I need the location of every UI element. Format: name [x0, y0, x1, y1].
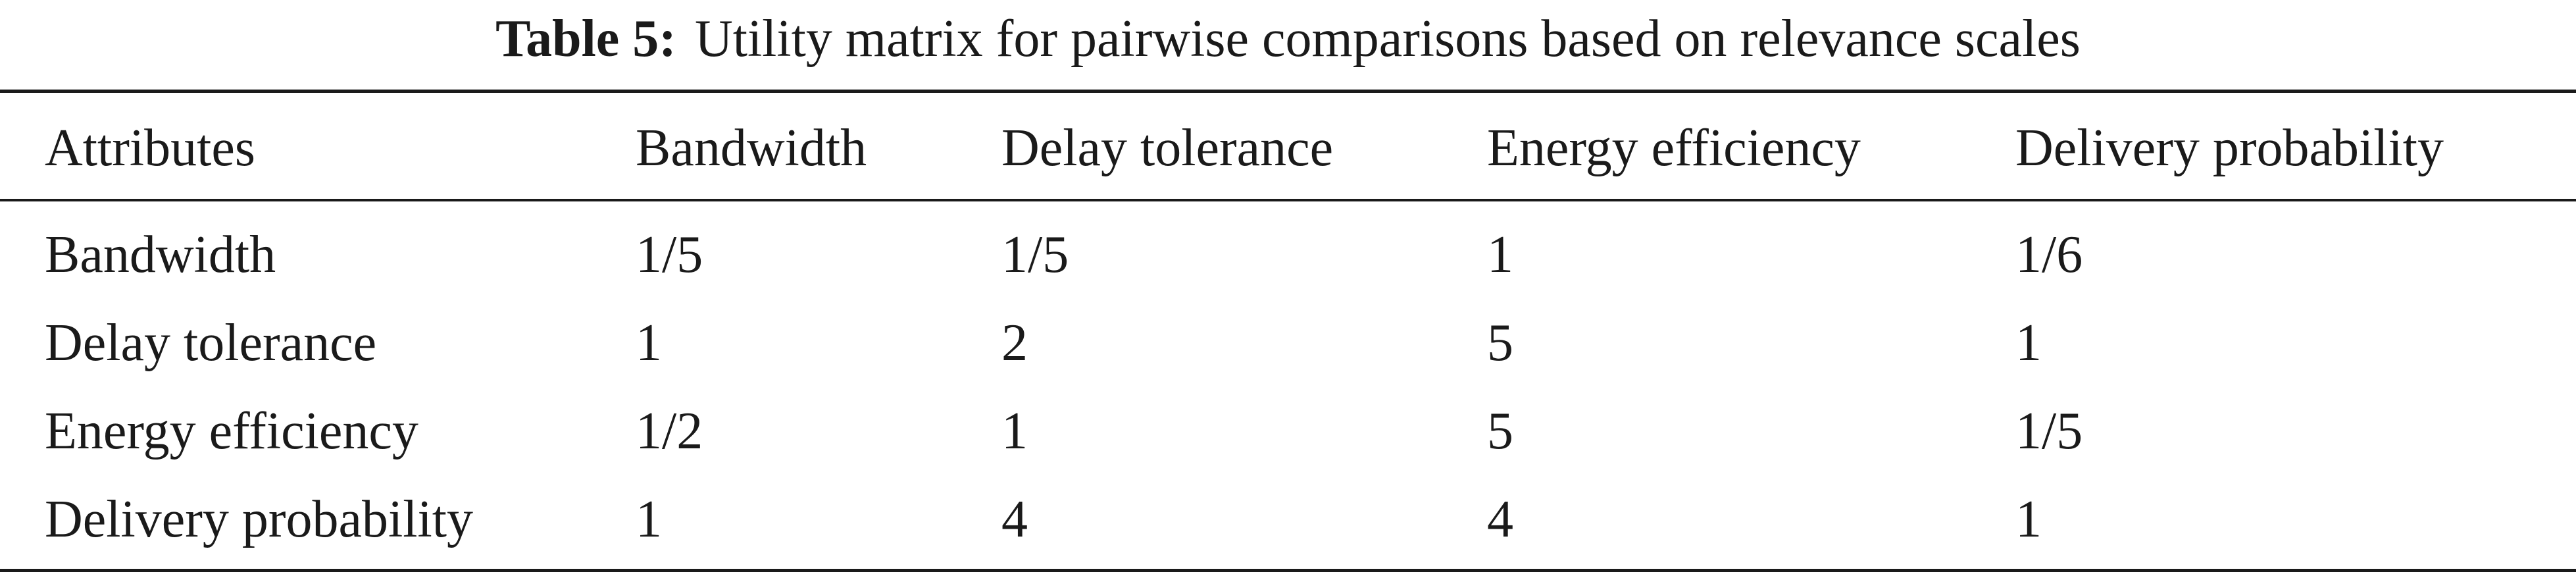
- table-cell: 1: [636, 490, 662, 548]
- table-cell: 1: [1487, 225, 1513, 284]
- table-caption: Table 5: Utility matrix for pairwise com…: [0, 0, 2576, 78]
- caption-label: Table 5:: [495, 9, 676, 68]
- header-cell-bandwidth: Bandwidth: [636, 119, 867, 177]
- header-cell-delay-tolerance: Delay tolerance: [1001, 119, 1334, 177]
- table-cell: 1: [2015, 313, 2042, 372]
- row-label: Delay tolerance: [45, 313, 377, 372]
- table-row: Energy efficiency 1/2 1 5 1/5: [0, 388, 2576, 474]
- header-cell-attributes: Attributes: [45, 119, 255, 177]
- bottom-rule: [0, 569, 2576, 572]
- table-cell: 4: [1487, 490, 1513, 548]
- table-cell: 1/5: [636, 225, 703, 284]
- table-row: Delivery probability 1 4 4 1: [0, 477, 2576, 562]
- table-row: Bandwidth 1/5 1/5 1 1/6: [0, 212, 2576, 298]
- table-cell: 4: [1001, 490, 1028, 548]
- table-cell: 5: [1487, 313, 1513, 372]
- table-cell: 1/5: [1001, 225, 1069, 284]
- table-cell: 1: [1001, 402, 1028, 460]
- header-cell-delivery-probability: Delivery probability: [2015, 119, 2444, 177]
- caption-text: Utility matrix for pairwise comparisons …: [694, 9, 2081, 68]
- table-cell: 1/6: [2015, 225, 2083, 284]
- row-label: Bandwidth: [45, 225, 276, 284]
- table-header-row: Attributes Bandwidth Delay tolerance Ene…: [0, 105, 2576, 191]
- table-cell: 1: [2015, 490, 2042, 548]
- table-cell: 1/2: [636, 402, 703, 460]
- header-rule: [0, 199, 2576, 201]
- table-cell: 5: [1487, 402, 1513, 460]
- table-cell: 1: [636, 313, 662, 372]
- row-label: Delivery probability: [45, 490, 473, 548]
- table-row: Delay tolerance 1 2 5 1: [0, 300, 2576, 386]
- table-cell: 2: [1001, 313, 1028, 372]
- header-cell-energy-efficiency: Energy efficiency: [1487, 119, 1861, 177]
- row-label: Energy efficiency: [45, 402, 418, 460]
- table-cell: 1/5: [2015, 402, 2083, 460]
- top-rule: [0, 90, 2576, 93]
